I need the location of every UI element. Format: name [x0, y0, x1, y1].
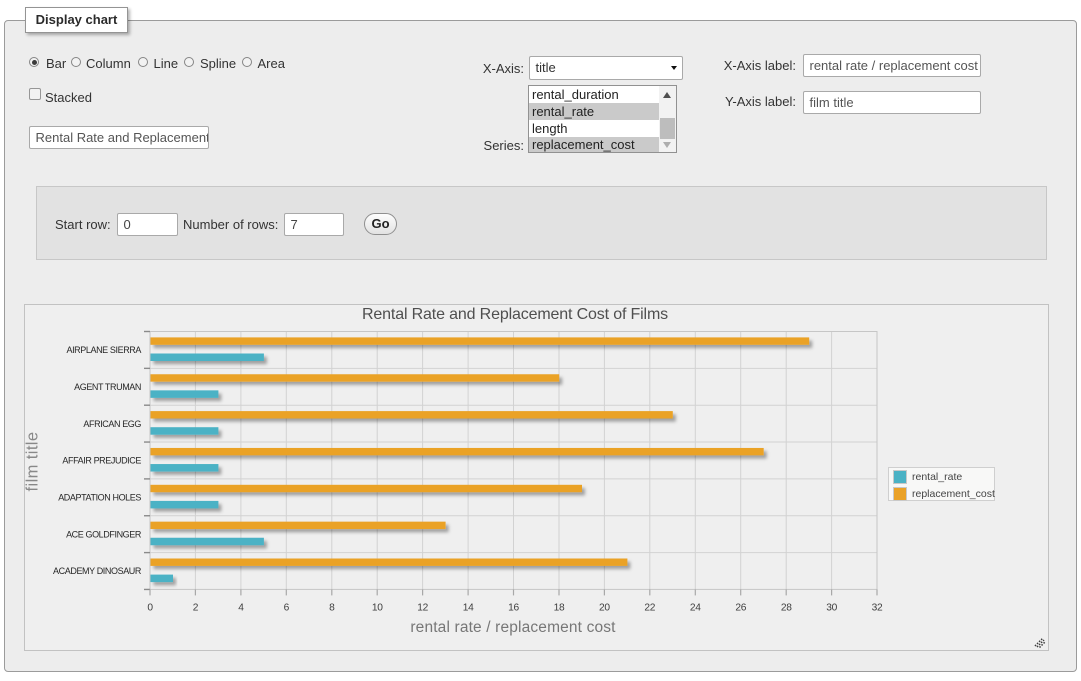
svg-text:24: 24	[690, 602, 701, 613]
svg-text:10: 10	[372, 602, 383, 613]
svg-text:0: 0	[147, 602, 153, 613]
svg-text:8: 8	[329, 602, 335, 613]
svg-text:AFRICAN EGG: AFRICAN EGG	[83, 419, 141, 429]
svg-text:28: 28	[781, 602, 792, 613]
svg-text:4: 4	[238, 602, 244, 613]
svg-text:ADAPTATION HOLES: ADAPTATION HOLES	[58, 493, 141, 503]
svg-text:16: 16	[508, 602, 519, 613]
svg-text:AGENT TRUMAN: AGENT TRUMAN	[74, 382, 141, 392]
svg-text:14: 14	[463, 602, 474, 613]
svg-text:20: 20	[599, 602, 610, 613]
svg-text:22: 22	[644, 602, 655, 613]
svg-text:30: 30	[826, 602, 837, 613]
svg-text:2: 2	[193, 602, 199, 613]
svg-text:12: 12	[417, 602, 428, 613]
svg-text:ACADEMY DINOSAUR: ACADEMY DINOSAUR	[53, 566, 142, 576]
svg-text:ACE GOLDFINGER: ACE GOLDFINGER	[66, 529, 142, 539]
svg-text:AIRPLANE SIERRA: AIRPLANE SIERRA	[66, 345, 141, 355]
svg-text:32: 32	[872, 602, 883, 613]
svg-text:18: 18	[554, 602, 565, 613]
svg-text:26: 26	[735, 602, 746, 613]
svg-text:6: 6	[284, 602, 290, 613]
svg-text:AFFAIR PREJUDICE: AFFAIR PREJUDICE	[62, 456, 141, 466]
